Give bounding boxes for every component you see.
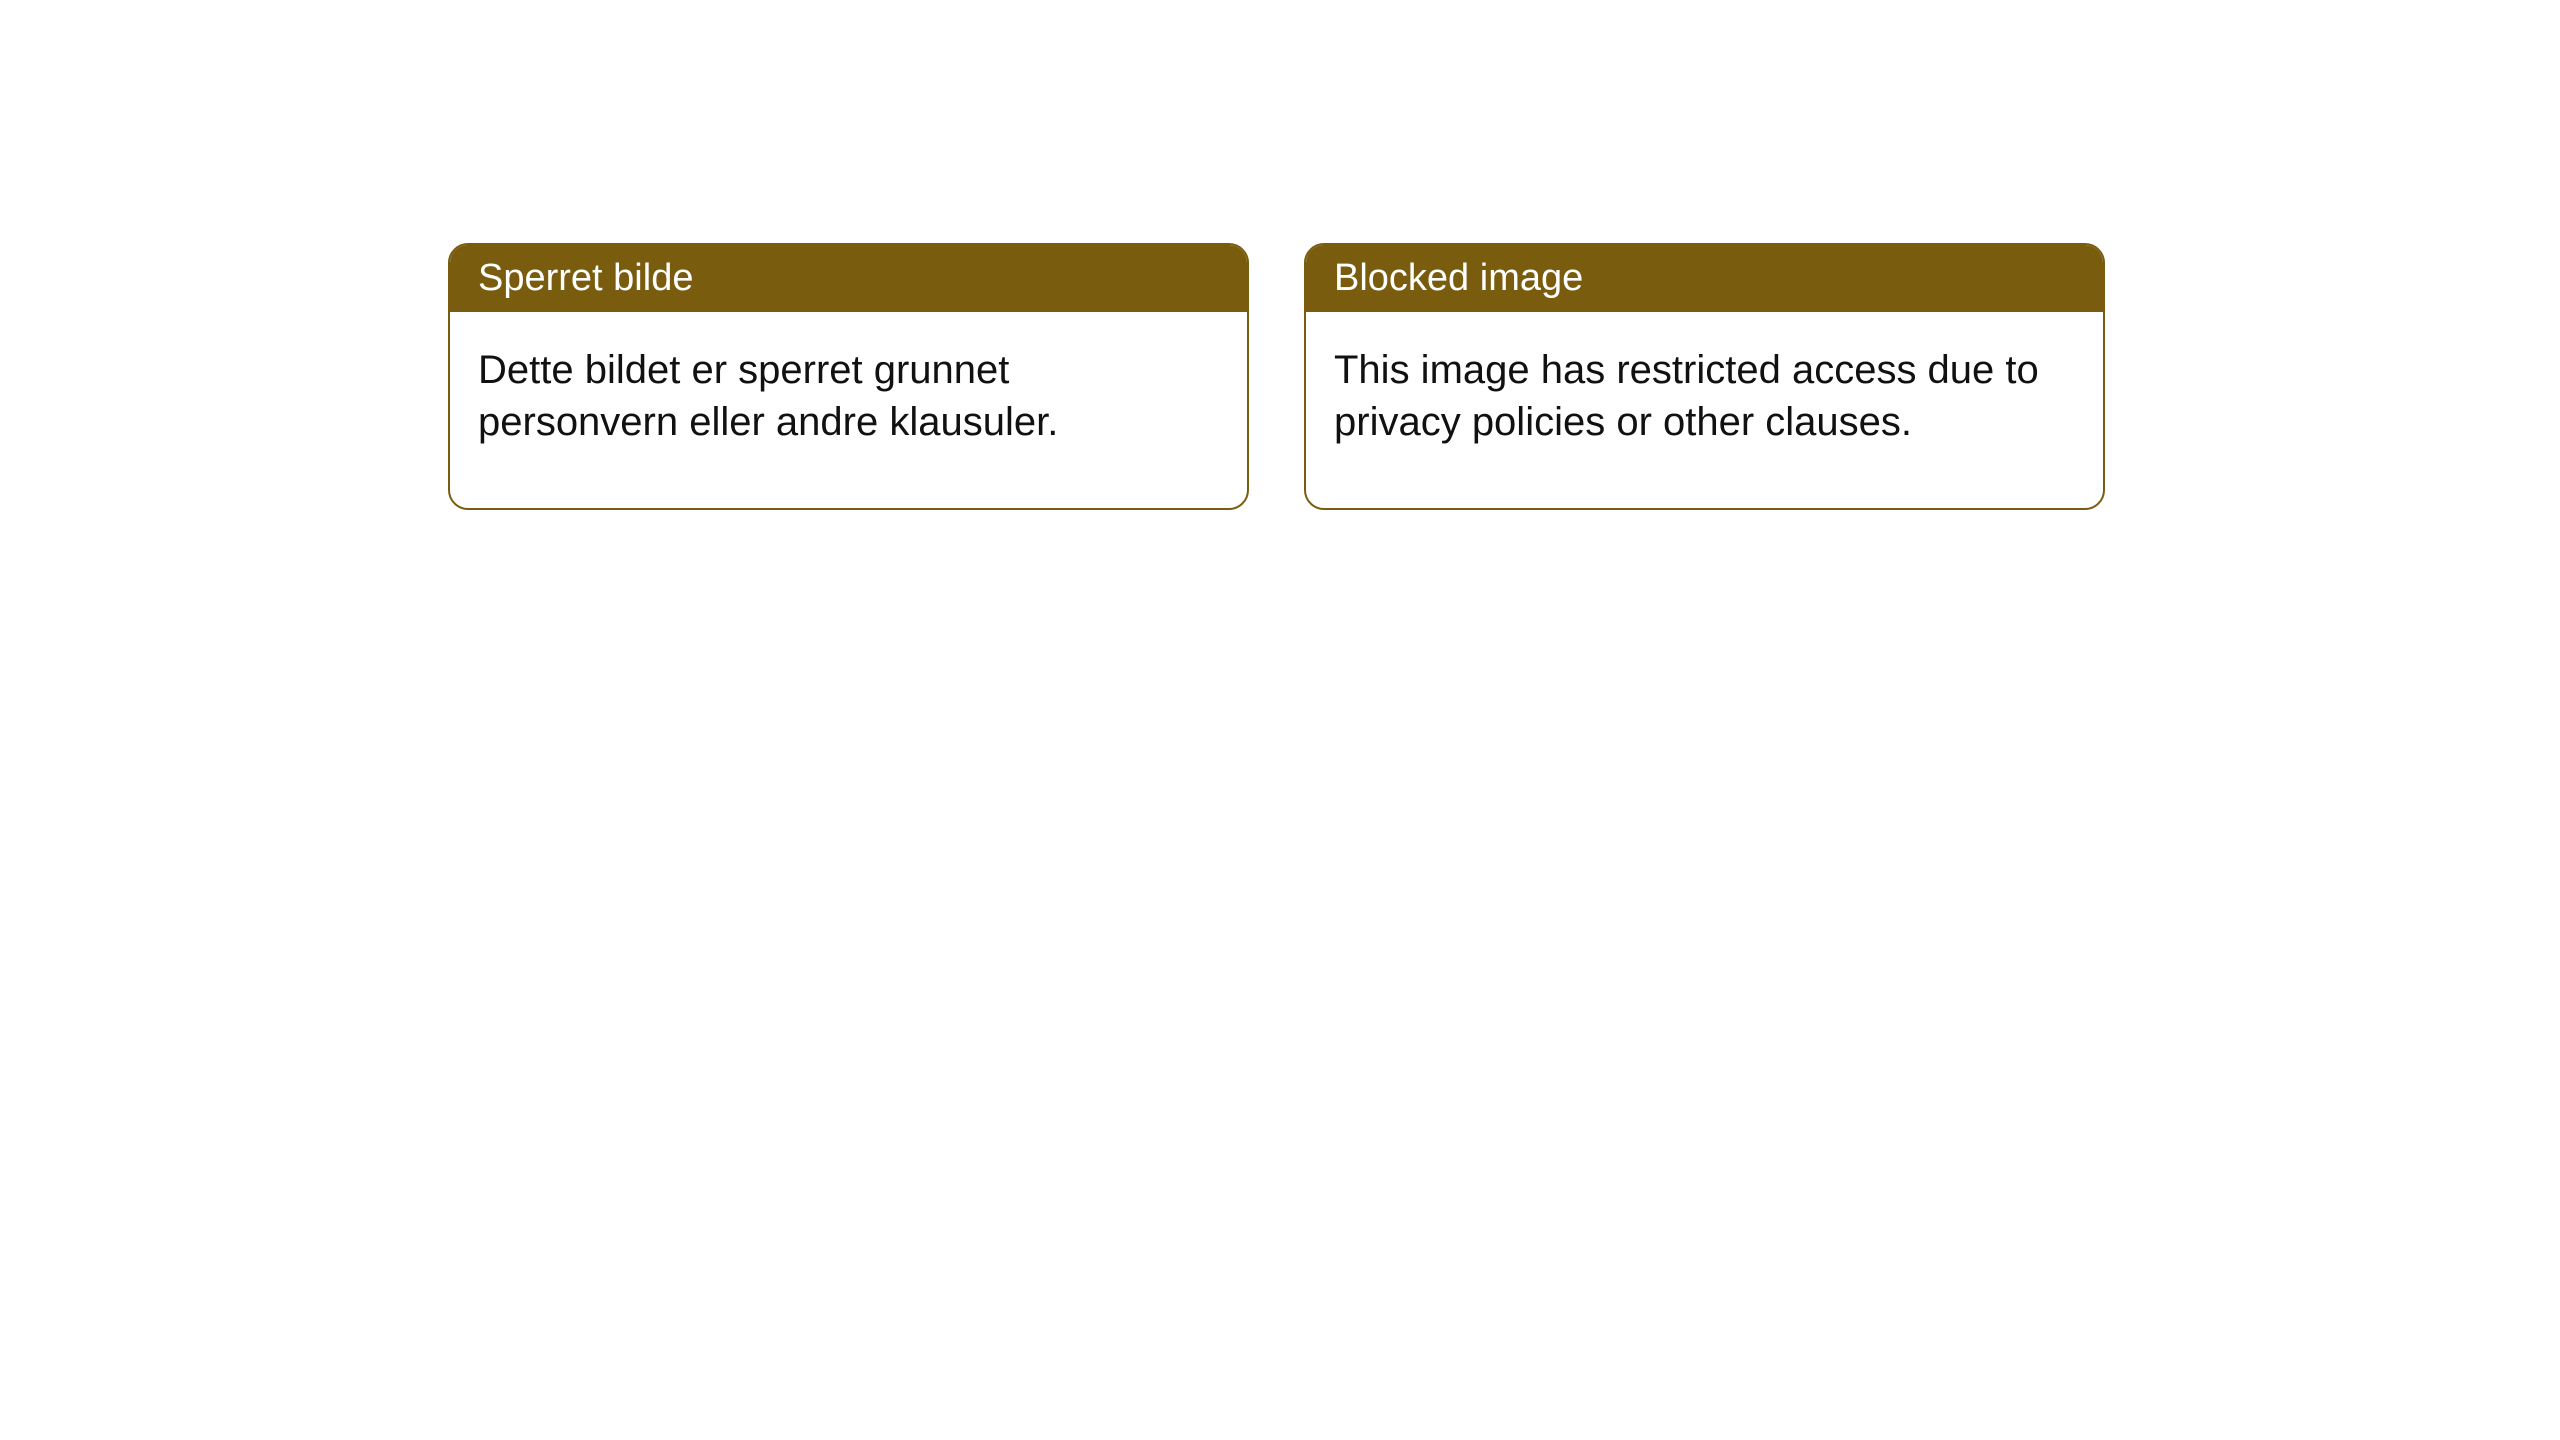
notice-message: Dette bildet er sperret grunnet personve… <box>478 348 1058 444</box>
notice-body-norwegian: Dette bildet er sperret grunnet personve… <box>450 312 1247 508</box>
notice-header-norwegian: Sperret bilde <box>450 245 1247 312</box>
notice-card-english: Blocked image This image has restricted … <box>1304 243 2105 510</box>
notice-title: Blocked image <box>1334 257 1583 299</box>
notice-message: This image has restricted access due to … <box>1334 348 2039 444</box>
notice-body-english: This image has restricted access due to … <box>1306 312 2103 508</box>
notice-card-norwegian: Sperret bilde Dette bildet er sperret gr… <box>448 243 1249 510</box>
notice-container: Sperret bilde Dette bildet er sperret gr… <box>448 243 2105 510</box>
notice-header-english: Blocked image <box>1306 245 2103 312</box>
notice-title: Sperret bilde <box>478 257 693 299</box>
